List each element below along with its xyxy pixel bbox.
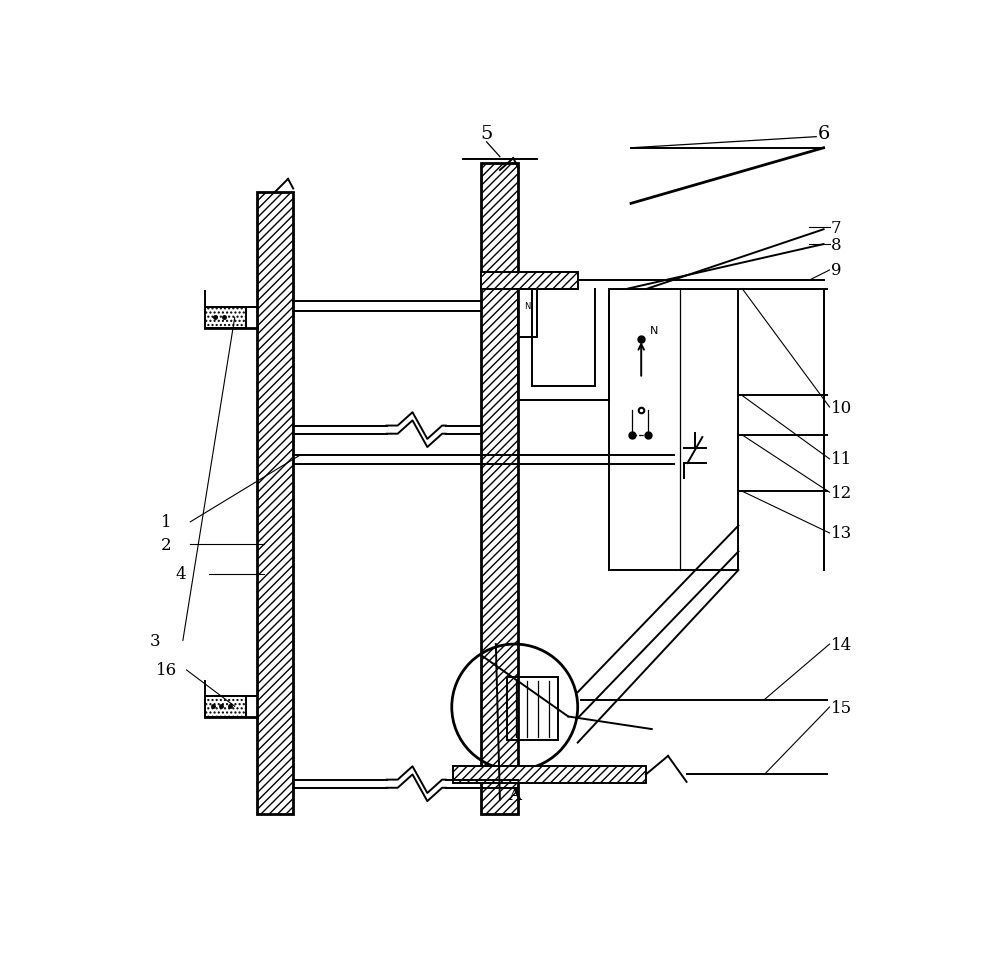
Text: 16: 16 [155,662,177,678]
Text: N: N [650,326,658,336]
Text: 7: 7 [831,219,842,236]
Text: 2: 2 [161,536,171,553]
Text: 1: 1 [161,514,171,530]
Text: 10: 10 [831,399,852,416]
Text: 14: 14 [831,636,852,653]
Text: 6: 6 [817,125,830,143]
Text: 15: 15 [831,699,852,716]
Text: N: N [524,302,531,310]
Text: 5: 5 [480,125,493,143]
Text: A: A [508,786,521,803]
Text: 3: 3 [150,632,160,650]
Text: 4: 4 [175,566,186,582]
Bar [481,273,578,289]
Text: 13: 13 [831,525,852,542]
Bar [205,696,246,717]
Bar [453,767,646,783]
Bar [257,193,293,815]
Text: 8: 8 [831,236,842,254]
Bar [481,163,518,815]
Bar [205,308,246,329]
Text: 9: 9 [831,262,842,280]
Text: 12: 12 [831,484,852,502]
Bar [507,678,558,741]
Text: 11: 11 [831,451,852,468]
